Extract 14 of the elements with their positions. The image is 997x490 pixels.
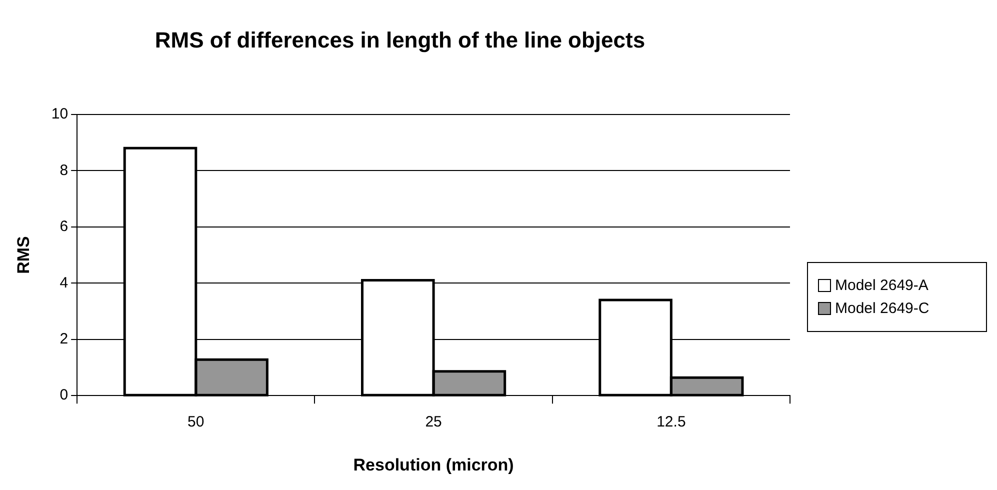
chart-title: RMS of differences in length of the line objects [154,27,646,52]
x-axis-title: Resolution (micron) [353,455,514,474]
legend-label: Model 2649-C [835,300,930,317]
y-tick-label: 8 [60,162,68,179]
y-tick-label: 0 [60,386,68,404]
y-axis-title: RMS [14,236,33,274]
x-tick-label: 25 [425,414,442,431]
y-tick-label: 6 [60,218,68,236]
y-tick-label: 10 [51,106,68,123]
x-tick-label: 50 [188,414,204,431]
y-tick-label: 2 [60,330,68,348]
x-tick-label: 12.5 [656,414,686,431]
y-tick-label: 4 [60,274,68,292]
text: Model 2649-A [835,277,928,294]
